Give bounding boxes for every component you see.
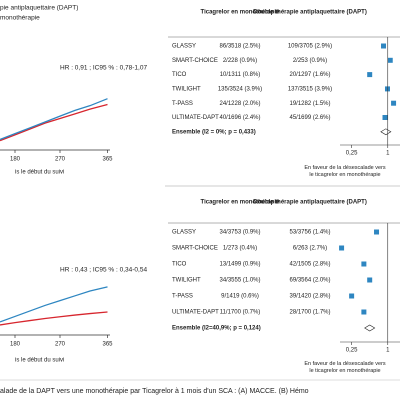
x-tick-label: 1 xyxy=(386,348,390,354)
point-estimate xyxy=(349,293,355,299)
x-tick-label: 0,25 xyxy=(346,151,358,157)
overall-diamond xyxy=(380,128,392,136)
x-tick-label: 0,25 xyxy=(346,348,358,354)
study-name: ULTIMATE-DAPT xyxy=(172,310,219,316)
ticagrelor-events: 135/3524 (3.9%) xyxy=(218,86,262,92)
ticagrelor-events: 13/1499 (0.9%) xyxy=(219,262,260,268)
dapt-events: 28/1700 (1.7%) xyxy=(289,310,330,316)
study-name: T-PASS xyxy=(172,101,193,107)
annotation: HR : 0,43 ; IC95 % : 0,34-0,54 xyxy=(60,267,147,274)
header: Double thérapie antiplaquettaire (DAPT) xyxy=(253,10,367,16)
header: Ticagrelor en monothérapie xyxy=(201,200,281,206)
x-tick-label: 270 xyxy=(55,342,66,348)
point-estimate xyxy=(367,72,373,78)
curve xyxy=(0,98,108,141)
point-estimate xyxy=(381,43,387,49)
ticagrelor-events: 34/3753 (0.9%) xyxy=(219,230,260,236)
ticagrelor-events: 34/3555 (1.0%) xyxy=(219,278,260,284)
legend-label: monothérapie xyxy=(0,15,40,22)
footer: En faveur de la désescalade vers le ticag… xyxy=(304,361,386,374)
ticagrelor-events: 40/1696 (2.4%) xyxy=(219,115,260,121)
study-name: SMART-CHOICE xyxy=(172,246,218,252)
ticagrelor-events: 86/3518 (2.5%) xyxy=(219,44,260,50)
curve xyxy=(0,311,108,326)
x-tick-label: 1 xyxy=(386,151,390,157)
dapt-events: 109/3705 (2.9%) xyxy=(288,44,332,50)
study-name: TICO xyxy=(172,72,187,78)
point-estimate xyxy=(361,261,367,267)
header: Double thérapie antiplaquettaire (DAPT) xyxy=(253,200,367,206)
study-name: GLASSY xyxy=(172,230,196,236)
ticagrelor-events: 9/1419 (0.6%) xyxy=(221,294,259,300)
ticagrelor-events: 24/1228 (2.0%) xyxy=(219,101,260,107)
x-tick-label: 180 xyxy=(10,342,21,348)
dapt-events: 39/1420 (2.8%) xyxy=(289,294,330,300)
overall-diamond xyxy=(364,324,376,332)
dapt-events: 137/3515 (3.9%) xyxy=(288,86,332,92)
study-name: TICO xyxy=(172,262,187,268)
legend-label: pie antiplaquettaire (DAPT) xyxy=(0,5,78,12)
point-estimate xyxy=(391,100,397,106)
x-axis-label: is le début du suivi xyxy=(15,358,64,364)
dapt-events: 45/1699 (2.6%) xyxy=(289,115,330,121)
x-tick-label: 270 xyxy=(55,157,66,163)
study-name: T-PASS xyxy=(172,294,193,300)
x-tick-label: 180 xyxy=(10,157,21,163)
overall-label: Ensemble (I2 = 0%; p = 0,433) xyxy=(172,129,256,135)
dapt-events: 69/3564 (2.0%) xyxy=(289,278,330,284)
x-axis-label: is le début du suivi xyxy=(15,170,64,176)
overall-label: Ensemble (I2=40,9%; p = 0,124) xyxy=(172,326,261,332)
study-name: SMART-CHOICE xyxy=(172,58,218,64)
dapt-events: 42/1505 (2.8%) xyxy=(289,262,330,268)
study-name: TWILIGHT xyxy=(172,86,201,92)
ticagrelor-events: 1/273 (0.4%) xyxy=(223,246,257,252)
dapt-events: 6/263 (2.7%) xyxy=(293,246,327,252)
ticagrelor-events: 10/1311 (0.8%) xyxy=(220,72,261,78)
dapt-events: 19/1282 (1.5%) xyxy=(289,101,330,107)
point-estimate xyxy=(339,245,345,251)
curve xyxy=(0,103,108,142)
x-tick-label: 365 xyxy=(102,342,113,348)
point-estimate xyxy=(361,309,367,315)
dapt-events: 20/1297 (1.6%) xyxy=(289,72,330,78)
point-estimate xyxy=(382,115,388,120)
point-estimate xyxy=(387,57,393,63)
study-name: TWILIGHT xyxy=(172,278,201,284)
annotation: HR : 0,91 ; IC95 % : 0,78-1,07 xyxy=(60,65,147,72)
dapt-events: 53/3756 (1.4%) xyxy=(289,230,330,236)
ticagrelor-events: 11/1700 (0.7%) xyxy=(220,310,261,316)
point-estimate xyxy=(374,229,380,235)
curve xyxy=(0,286,108,323)
caption: alade de la DAPT vers une monothérapie p… xyxy=(0,388,309,395)
header: Ticagrelor en monothérapie xyxy=(201,10,281,16)
study-name: ULTIMATE-DAPT xyxy=(172,115,219,121)
footer: En faveur de la désescalade vers le ticag… xyxy=(304,165,386,178)
x-tick-label: 365 xyxy=(102,157,113,163)
study-name: GLASSY xyxy=(172,44,196,50)
dapt-events: 2/253 (0.9%) xyxy=(293,58,327,64)
ticagrelor-events: 2/228 (0.9%) xyxy=(223,58,257,64)
point-estimate xyxy=(367,277,373,283)
